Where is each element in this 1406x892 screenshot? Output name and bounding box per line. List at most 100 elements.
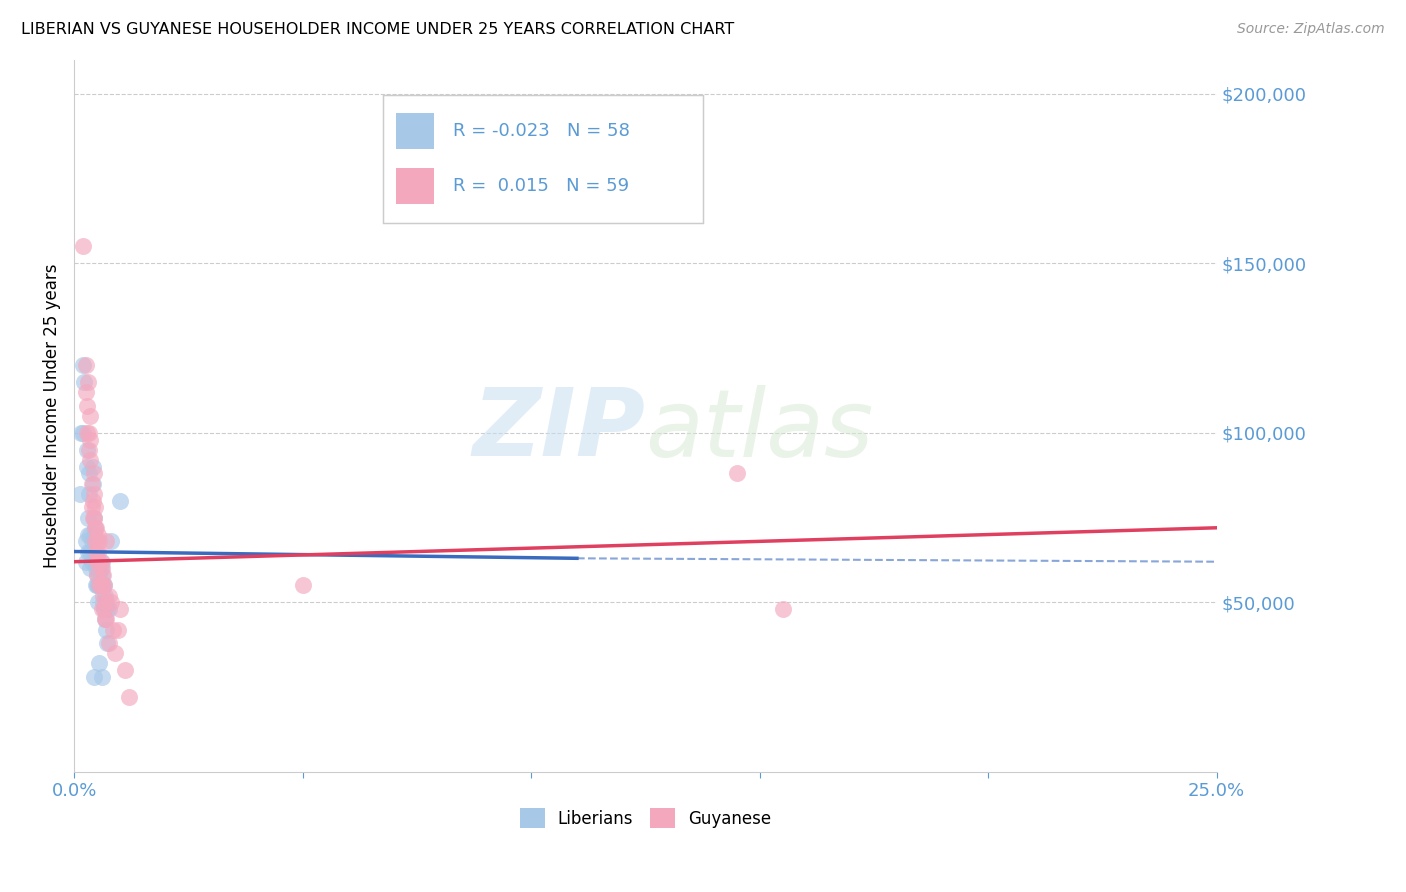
Point — [83, 544, 105, 558]
Point — [90, 578, 112, 592]
Point — [96, 595, 118, 609]
Point — [79, 561, 101, 575]
Point — [72, 425, 94, 440]
Point — [90, 670, 112, 684]
Point — [82, 459, 104, 474]
Point — [77, 425, 100, 440]
Text: LIBERIAN VS GUYANESE HOUSEHOLDER INCOME UNDER 25 YEARS CORRELATION CHART: LIBERIAN VS GUYANESE HOUSEHOLDER INCOME … — [21, 22, 734, 37]
Point — [96, 534, 118, 549]
Point — [82, 476, 104, 491]
Point — [80, 476, 103, 491]
Point — [77, 544, 100, 558]
Point — [79, 527, 101, 541]
Point — [79, 453, 101, 467]
Point — [77, 487, 100, 501]
Point — [86, 568, 108, 582]
Point — [79, 433, 101, 447]
Point — [89, 657, 111, 671]
Point — [107, 623, 129, 637]
Point — [90, 555, 112, 569]
Text: ZIP: ZIP — [472, 384, 645, 476]
Point — [94, 595, 117, 609]
Point — [97, 602, 120, 616]
Point — [89, 578, 111, 592]
Point — [108, 602, 131, 616]
Point — [79, 544, 101, 558]
Point — [83, 555, 105, 569]
Point — [70, 425, 93, 440]
Point — [87, 527, 110, 541]
Y-axis label: Householder Income Under 25 years: Householder Income Under 25 years — [44, 263, 60, 568]
Point — [90, 555, 112, 569]
Point — [94, 612, 117, 626]
Point — [93, 602, 115, 616]
Point — [73, 375, 96, 389]
Point — [84, 578, 107, 592]
Point — [82, 510, 104, 524]
Point — [86, 555, 108, 569]
Point — [100, 595, 122, 609]
Point — [91, 589, 114, 603]
Point — [77, 375, 100, 389]
Point — [87, 578, 110, 592]
Point — [93, 578, 115, 592]
Point — [90, 578, 112, 592]
Point — [83, 534, 105, 549]
Text: atlas: atlas — [645, 384, 873, 475]
Legend: Liberians, Guyanese: Liberians, Guyanese — [513, 801, 778, 835]
Point — [77, 442, 100, 457]
Point — [83, 500, 105, 515]
Point — [91, 568, 114, 582]
Point — [84, 544, 107, 558]
Point — [84, 521, 107, 535]
Point — [83, 487, 105, 501]
Point — [89, 568, 111, 582]
Point — [101, 623, 124, 637]
Point — [96, 612, 118, 626]
Point — [96, 636, 118, 650]
Point — [80, 500, 103, 515]
Point — [83, 534, 105, 549]
Point — [86, 568, 108, 582]
Point — [83, 521, 105, 535]
Point — [86, 578, 108, 592]
Point — [90, 602, 112, 616]
Point — [97, 589, 120, 603]
Point — [86, 534, 108, 549]
Point — [76, 425, 98, 440]
Point — [83, 527, 105, 541]
Point — [77, 527, 100, 541]
Point — [108, 493, 131, 508]
Point — [79, 409, 101, 423]
Point — [96, 602, 118, 616]
Point — [89, 555, 111, 569]
Point — [104, 646, 127, 660]
Point — [100, 534, 122, 549]
Point — [75, 358, 97, 372]
Point — [87, 561, 110, 575]
Point — [772, 602, 794, 616]
Point — [83, 467, 105, 481]
Point — [84, 561, 107, 575]
Point — [84, 544, 107, 558]
Point — [90, 561, 112, 575]
Point — [90, 578, 112, 592]
Point — [90, 561, 112, 575]
Point — [86, 555, 108, 569]
Point — [76, 399, 98, 413]
Point — [83, 510, 105, 524]
Point — [77, 467, 100, 481]
Point — [87, 595, 110, 609]
Point — [80, 555, 103, 569]
Point — [80, 534, 103, 549]
Point — [91, 595, 114, 609]
Point — [93, 602, 115, 616]
Point — [114, 663, 136, 677]
Point — [83, 510, 105, 524]
Point — [291, 578, 314, 592]
Text: Source: ZipAtlas.com: Source: ZipAtlas.com — [1237, 22, 1385, 37]
Point — [83, 670, 105, 684]
Point — [75, 555, 97, 569]
Point — [96, 623, 118, 637]
Point — [97, 636, 120, 650]
